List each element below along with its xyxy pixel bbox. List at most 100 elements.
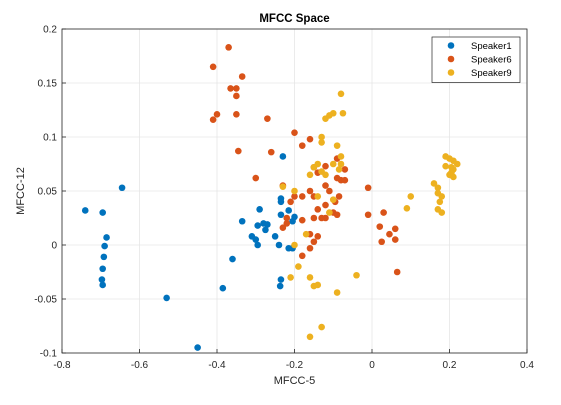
data-point: [393, 268, 401, 276]
data-point: [213, 111, 221, 118]
chart-title: MFCC Space: [259, 13, 329, 25]
data-point: [306, 333, 314, 341]
data-point: [229, 255, 236, 263]
data-point: [279, 224, 287, 232]
x-tick-label: 0.4: [520, 360, 534, 371]
data-point: [100, 253, 108, 261]
data-point: [353, 271, 360, 279]
axis-ticks: -0.8 -0.6 -0.4 -0.2 0 0.2 0.4 -0.1 -0.05 0 0.05 0.1…: [34, 25, 534, 372]
data-point: [277, 198, 285, 206]
data-point: [318, 133, 325, 141]
data-point: [287, 198, 294, 206]
data-point: [306, 244, 314, 252]
data-point: [310, 238, 318, 246]
data-point: [101, 242, 108, 250]
data-point: [436, 198, 444, 206]
data-point: [287, 274, 294, 281]
data-point: [318, 323, 325, 331]
data-point: [277, 276, 285, 283]
data-point: [438, 193, 446, 200]
legend-marker: [447, 69, 455, 76]
data-point: [238, 217, 246, 225]
data-point: [267, 148, 275, 156]
data-point: [99, 265, 106, 273]
data-point: [329, 160, 337, 168]
data-point: [262, 226, 269, 234]
data-point: [442, 162, 449, 170]
data-point: [291, 241, 298, 249]
y-tick-label: 0.1: [43, 133, 57, 144]
data-point: [118, 184, 126, 192]
legend-item-speaker6[interactable]: Speaker6: [447, 54, 512, 65]
y-tick-label: 0.15: [38, 79, 58, 90]
y-tick-label: 0.2: [43, 25, 57, 36]
data-point: [209, 63, 217, 71]
legend-marker: [447, 55, 455, 63]
legend-marker: [447, 42, 455, 49]
data-point: [450, 173, 457, 181]
data-point: [310, 163, 318, 171]
data-point: [227, 85, 234, 92]
data-point: [337, 153, 345, 160]
data-point: [235, 147, 242, 155]
data-point: [364, 211, 372, 219]
legend[interactable]: Speaker1 Speaker6 Speaker9: [431, 36, 521, 83]
data-point: [430, 180, 438, 187]
data-point: [264, 115, 271, 122]
data-point: [453, 160, 461, 168]
legend-item-speaker1[interactable]: Speaker1: [447, 41, 512, 52]
data-point: [403, 204, 411, 212]
data-point: [209, 116, 217, 124]
data-point: [98, 276, 106, 283]
x-axis-title: MFCC-5: [274, 375, 316, 387]
data-point: [434, 184, 442, 192]
data-point: [333, 142, 341, 149]
x-tick-label: -0.6: [131, 360, 149, 371]
data-point: [364, 184, 372, 192]
data-point: [448, 163, 455, 171]
data-point: [264, 221, 271, 228]
legend-item-speaker9[interactable]: Speaker9: [447, 68, 512, 79]
data-point: [81, 207, 89, 214]
data-point: [314, 233, 322, 240]
data-point: [326, 187, 333, 195]
data-point: [291, 193, 298, 200]
data-point: [391, 236, 399, 243]
x-tick-label: -0.2: [286, 360, 304, 371]
data-point: [407, 193, 415, 200]
data-point: [254, 241, 261, 249]
data-point: [337, 160, 345, 168]
data-point: [291, 187, 298, 195]
data-point: [314, 193, 322, 200]
data-point: [335, 166, 343, 173]
y-tick-label: 0: [51, 241, 57, 252]
data-point: [219, 284, 227, 292]
y-tick-label: 0.05: [38, 187, 58, 198]
data-point: [322, 214, 329, 222]
legend-label: Speaker6: [471, 54, 512, 65]
data-point: [295, 263, 302, 270]
data-point: [306, 171, 314, 179]
data-point: [322, 182, 329, 189]
data-point: [339, 109, 347, 117]
x-tick-label: 0.2: [443, 360, 457, 371]
data-point: [391, 225, 399, 233]
data-point: [277, 211, 285, 219]
data-point: [306, 274, 314, 281]
data-point: [279, 153, 287, 160]
data-point: [326, 209, 333, 216]
data-point: [333, 289, 341, 296]
data-point: [306, 135, 314, 143]
data-point: [225, 44, 232, 51]
data-point: [298, 193, 306, 200]
legend-label: Speaker1: [471, 41, 512, 52]
y-tick-label: -0.1: [40, 349, 58, 360]
data-point: [298, 252, 306, 260]
data-point: [333, 211, 341, 219]
data-point: [310, 214, 318, 222]
data-markers: [81, 44, 461, 351]
data-point: [341, 166, 349, 173]
data-point: [256, 206, 263, 213]
